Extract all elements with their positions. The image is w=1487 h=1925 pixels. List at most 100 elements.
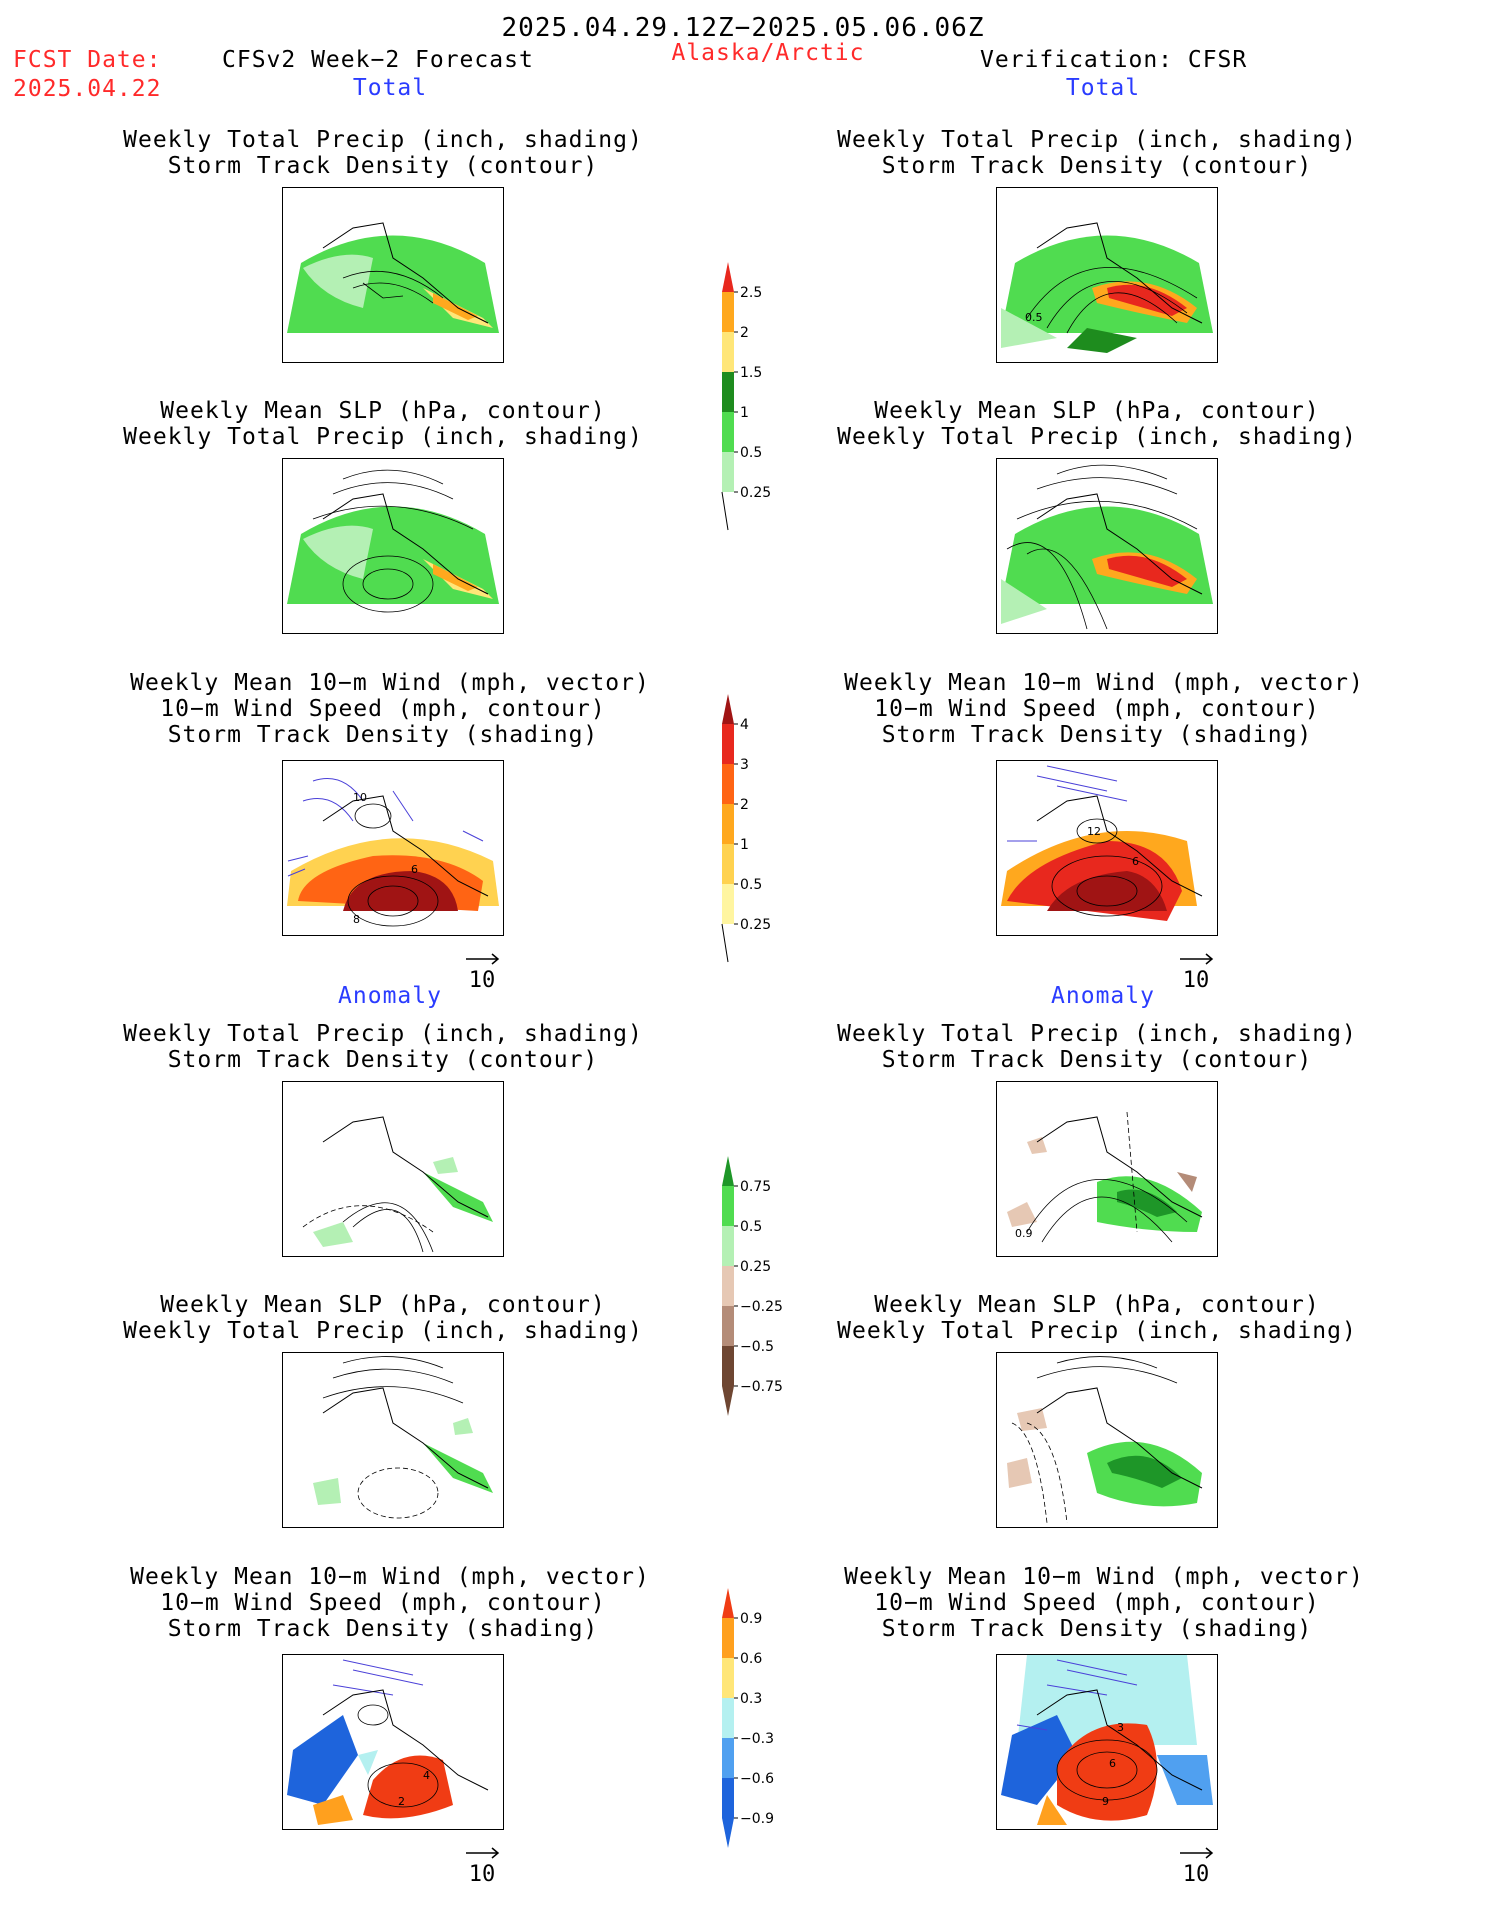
contour-label: 6 — [1132, 855, 1139, 868]
colorbar-segment — [722, 372, 734, 412]
colorbar-storm-density: 4 3 2 1 0.5 0.25 — [721, 694, 771, 963]
colorbar-segment — [722, 1186, 734, 1226]
model-title: CFSv2 Week−2 Forecast — [222, 47, 534, 73]
colorbar-label: −0.9 — [740, 1811, 774, 1827]
panel-title-line: Weekly Total Precip (inch, shading) — [837, 1318, 1357, 1344]
vector-scale-label: 10 — [1182, 1862, 1210, 1887]
colorbar-top-triangle — [722, 1156, 734, 1186]
vector-scale-label: 10 — [1182, 968, 1210, 993]
map-total-slp-precip-right — [996, 458, 1218, 634]
colorbar-label: −0.75 — [740, 1379, 783, 1395]
panel-title-line: 10−m Wind Speed (mph, contour) — [874, 1590, 1320, 1616]
colorbar-label: 1 — [740, 837, 749, 853]
colorbar-segment — [722, 844, 734, 884]
date-range-title: 2025.04.29.12Z−2025.05.06.06Z — [501, 13, 985, 43]
colorbar-segment — [722, 1306, 734, 1346]
verification-title: Verification: CFSR — [980, 47, 1248, 73]
colorbar-segment — [722, 1346, 734, 1386]
fcst-date-value: 2025.04.22 — [13, 76, 162, 102]
colorbar-tail — [721, 491, 729, 531]
panel-title-line: Weekly Total Precip (inch, shading) — [837, 127, 1357, 153]
contour-label: 6 — [411, 863, 418, 876]
map-anom-slp-precip-right — [996, 1352, 1218, 1528]
panel-title-line: 10−m Wind Speed (mph, contour) — [874, 696, 1320, 722]
vector-scale-reference: 10 — [462, 952, 522, 993]
vector-scale-reference: 10 — [1176, 952, 1236, 993]
vector-arrow-icon — [466, 1847, 500, 1859]
panel-title-line: Weekly Total Precip (inch, shading) — [123, 1021, 643, 1047]
vector-scale-reference: 10 — [1176, 1846, 1236, 1887]
colorbar-anom-precip: 0.75 0.5 0.25 −0.25 −0.5 −0.75 — [722, 1156, 783, 1416]
colorbar-bottom-triangle — [722, 1386, 734, 1416]
colorbar-label: 0.75 — [740, 1179, 771, 1195]
colorbar-label: 4 — [740, 717, 749, 733]
panel-title-line: Weekly Mean SLP (hPa, contour) — [160, 1292, 606, 1318]
colorbar-segment — [722, 764, 734, 804]
panel-title-line: Weekly Total Precip (inch, shading) — [837, 1021, 1357, 1047]
map-anom-slp-precip-left — [282, 1352, 504, 1528]
contour-label: 0.9 — [1015, 1227, 1033, 1240]
colorbar-segment — [722, 884, 734, 924]
map-total-wind-storm-left: 10 6 8 — [282, 760, 504, 936]
colorbar-segment — [722, 1738, 734, 1778]
panel-title-line: Storm Track Density (contour) — [881, 153, 1313, 179]
colorbar-anom-storm: 0.9 0.6 0.3 −0.3 −0.6 −0.9 — [722, 1588, 774, 1848]
panel-title-line: Weekly Total Precip (inch, shading) — [123, 1318, 643, 1344]
panel-title-line: Storm Track Density (shading) — [881, 722, 1313, 748]
colorbar-top-triangle — [722, 694, 734, 724]
contour-label: 9 — [1102, 1795, 1109, 1808]
contour-label: 3 — [1117, 1721, 1124, 1734]
colorbar-bottom-triangle — [722, 1818, 734, 1848]
vector-scale-label: 10 — [468, 968, 496, 993]
map-total-precip-storm-left — [282, 187, 504, 363]
colorbar-label: 1 — [740, 405, 749, 421]
contour-label: 12 — [1087, 825, 1101, 838]
map-total-precip-storm-right: 0.5 — [996, 187, 1218, 363]
map-anom-precip-storm-right: 0.9 — [996, 1081, 1218, 1257]
colorbar-label: 0.25 — [740, 917, 771, 933]
panel-title-line: 10−m Wind Speed (mph, contour) — [160, 696, 606, 722]
panel-title-line: Weekly Mean 10−m Wind (mph, vector) — [130, 1564, 650, 1590]
panel-title-line: Weekly Total Precip (inch, shading) — [837, 424, 1357, 450]
colorbar-label: 2 — [740, 325, 749, 341]
panel-title-line: Storm Track Density (contour) — [167, 153, 599, 179]
panel-title-line: Weekly Total Precip (inch, shading) — [123, 127, 643, 153]
colorbar-label: 1.5 — [740, 365, 762, 381]
panel-title-line: Storm Track Density (contour) — [881, 1047, 1313, 1073]
colorbar-label: 2.5 — [740, 285, 762, 301]
panel-title-line: Weekly Mean 10−m Wind (mph, vector) — [844, 1564, 1364, 1590]
colorbar-segment — [722, 1658, 734, 1698]
colorbar-segment — [722, 1266, 734, 1306]
colorbar-tail — [721, 923, 729, 963]
region-title: Alaska/Arctic — [671, 40, 865, 66]
colorbar-label: 0.5 — [740, 1219, 762, 1235]
map-anom-wind-storm-left: 4 2 — [282, 1654, 504, 1830]
colorbar-label: 0.9 — [740, 1611, 762, 1627]
panel-title-line: Weekly Mean SLP (hPa, contour) — [874, 398, 1320, 424]
colorbar-label: 0.5 — [740, 877, 762, 893]
colorbar-label: −0.3 — [740, 1731, 774, 1747]
colorbar-top-triangle — [722, 262, 734, 292]
panel-title-line: Storm Track Density (shading) — [167, 1616, 599, 1642]
contour-label: 8 — [353, 913, 360, 926]
colorbar-top-triangle — [722, 1588, 734, 1618]
panel-title-line: Weekly Mean SLP (hPa, contour) — [874, 1292, 1320, 1318]
contour-label: 0.5 — [1025, 311, 1043, 324]
vector-scale-reference: 10 — [462, 1846, 522, 1887]
panel-title-line: 10−m Wind Speed (mph, contour) — [160, 1590, 606, 1616]
colorbar-label: 2 — [740, 797, 749, 813]
colorbar-segment — [722, 292, 734, 332]
panel-title-line: Storm Track Density (shading) — [881, 1616, 1313, 1642]
section-total-left: Total — [352, 75, 428, 101]
panel-title-line: Weekly Mean 10−m Wind (mph, vector) — [130, 670, 650, 696]
colorbar-label: 0.25 — [740, 1259, 771, 1275]
panel-title-line: Weekly Total Precip (inch, shading) — [123, 424, 643, 450]
section-total-right: Total — [1065, 75, 1141, 101]
colorbar-label: 0.3 — [740, 1691, 762, 1707]
colorbar-label: 0.6 — [740, 1651, 762, 1667]
colorbar-label: −0.5 — [740, 1339, 774, 1355]
vector-arrow-icon — [1180, 1847, 1214, 1859]
panel-title-line: Weekly Mean SLP (hPa, contour) — [160, 398, 606, 424]
contour-label: 6 — [1109, 1757, 1116, 1770]
colorbar-segment — [722, 804, 734, 844]
